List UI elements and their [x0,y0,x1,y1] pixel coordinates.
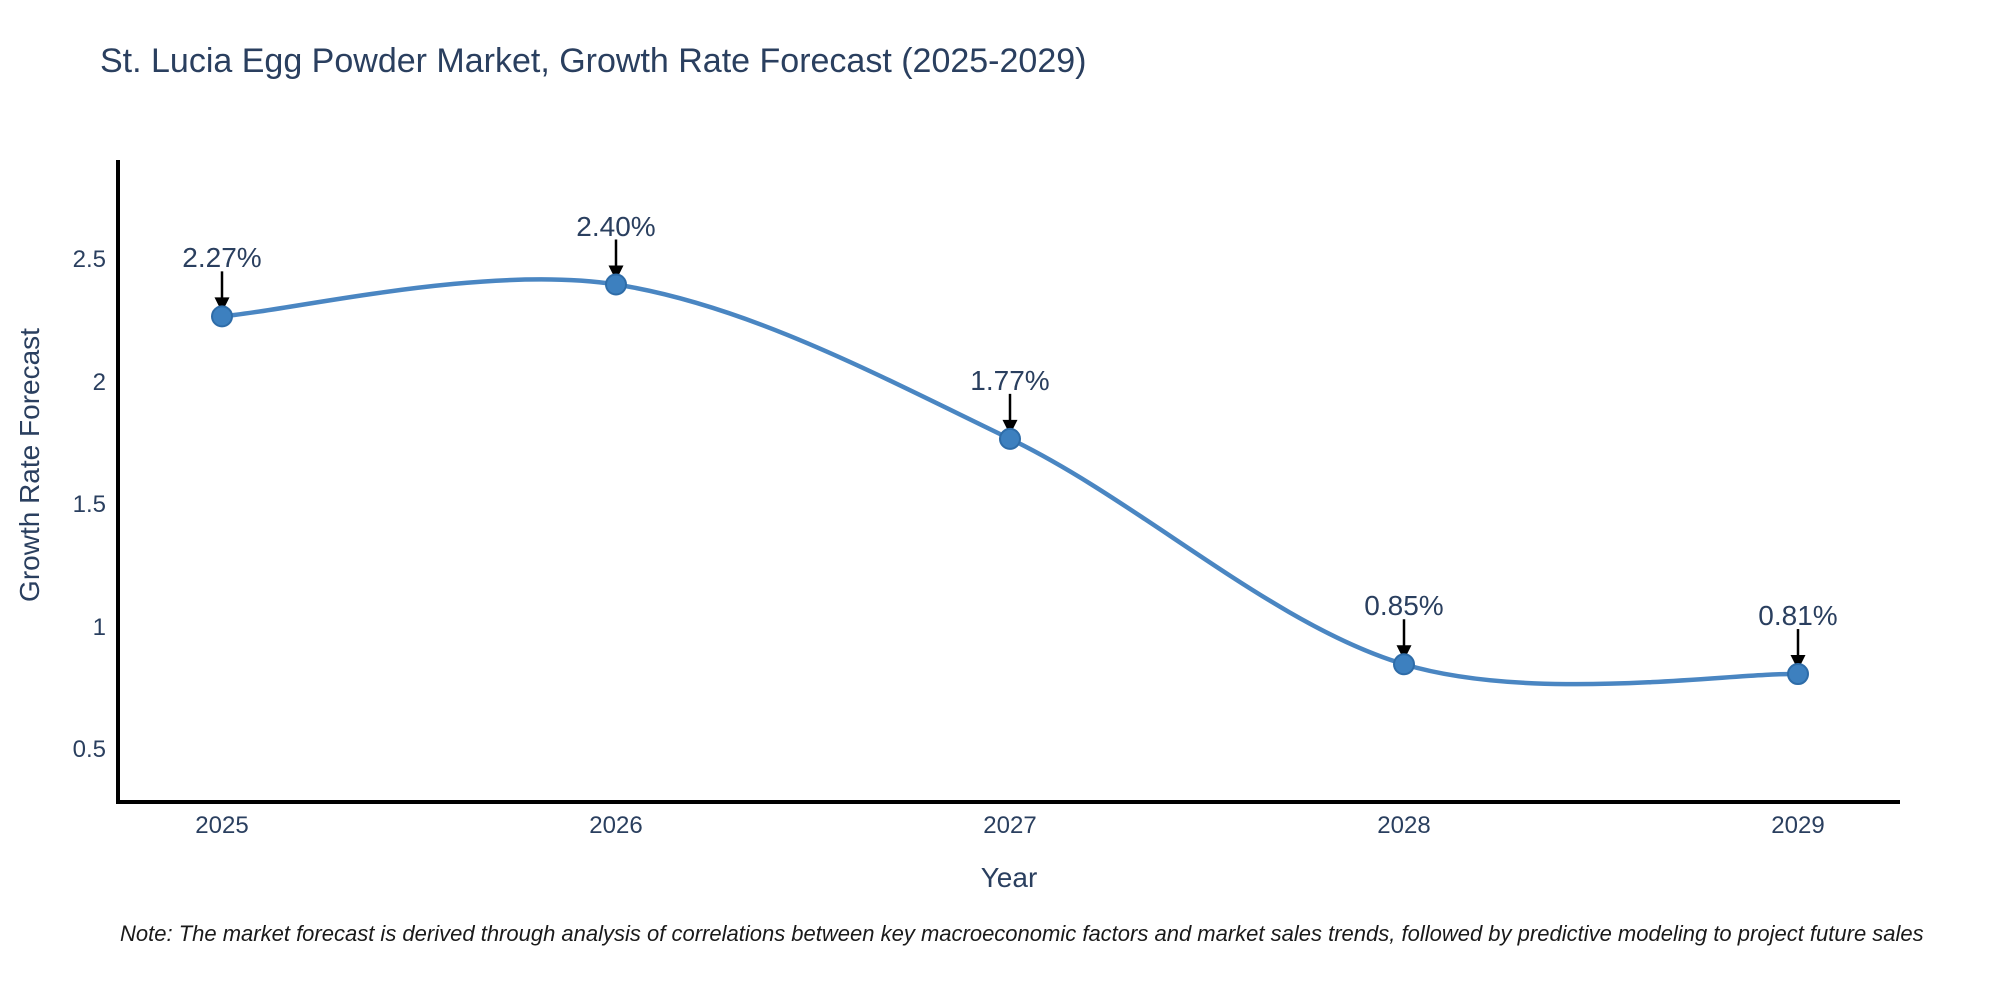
x-axis-title: Year [980,862,1038,893]
trend-line [219,277,1801,687]
chart-footnote: Note: The market forecast is derived thr… [120,921,1924,946]
x-tick-label: 2026 [589,812,643,839]
x-tick-label: 2025 [195,812,249,839]
data-point-marker [1393,653,1415,676]
y-tick-label: 2 [92,368,106,396]
data-point-marker [211,305,233,328]
data-point-label: 1.77% [970,364,1050,396]
y-tick-label: 1 [92,613,106,641]
data-point-markers [211,273,1809,686]
data-point-label: 0.81% [1758,600,1838,632]
x-tick-label: 2029 [1771,812,1825,839]
annotation-arrow-head-icon [214,297,230,313]
data-point-label: 0.85% [1364,590,1444,622]
y-tick-label: 1.5 [72,491,106,518]
x-tick-label: 2027 [983,812,1037,839]
x-tick-label: 2028 [1377,812,1431,839]
annotation-arrow-head-icon [608,265,624,281]
data-point-label: 2.27% [182,242,262,274]
chart-title: St. Lucia Egg Powder Market, Growth Rate… [100,42,1087,80]
y-tick-label: 0.5 [72,736,106,763]
data-point-marker [1787,663,1809,686]
annotation-arrow-head-icon [1790,655,1806,671]
annotation-arrows [214,239,1806,671]
annotation-arrow-head-icon [1396,645,1412,661]
annotation-arrow-head-icon [1002,419,1018,435]
data-point-label: 2.40% [576,210,656,242]
axis-lines [116,160,1900,804]
y-tick-label: 2.5 [72,246,106,273]
data-point-marker [999,427,1021,450]
data-point-marker [605,273,627,296]
